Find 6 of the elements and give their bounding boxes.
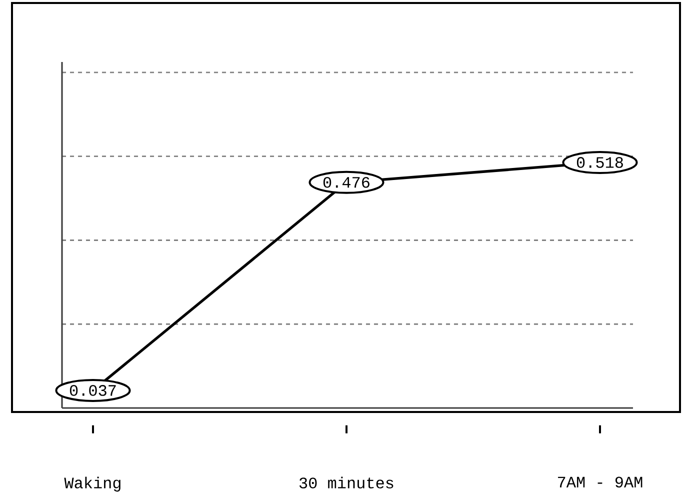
x-tick-label: 7AM - 9AM bbox=[558, 476, 642, 488]
data-label: 0.476 bbox=[323, 176, 370, 188]
data-label: 0.518 bbox=[576, 157, 623, 168]
x-tick-label: 30 minutes bbox=[299, 476, 394, 488]
data-label: 0.037 bbox=[70, 385, 116, 396]
x-tick-label: Waking bbox=[64, 476, 120, 492]
